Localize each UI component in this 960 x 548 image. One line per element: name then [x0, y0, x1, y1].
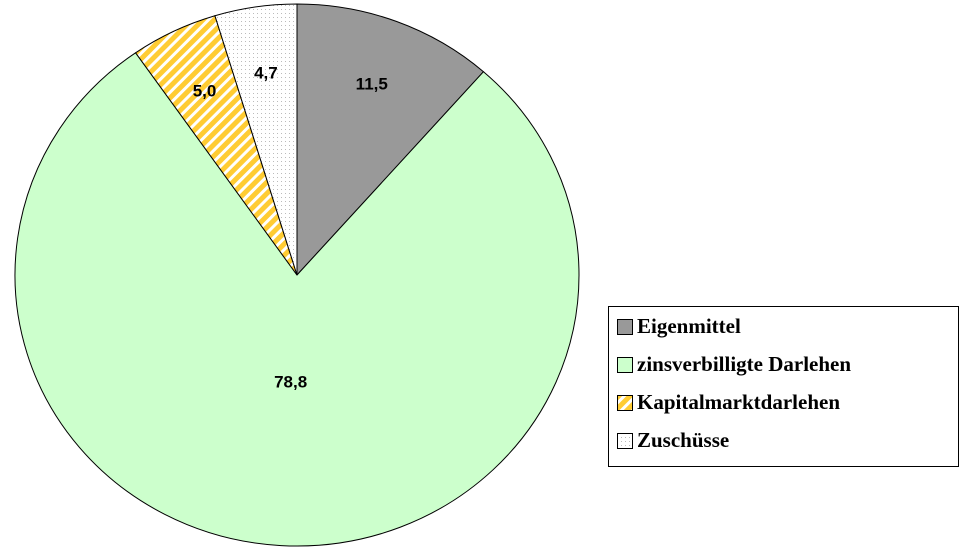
legend-label: zinsverbilligte Darlehen — [637, 352, 851, 376]
legend-swatch — [617, 433, 633, 449]
data-label: 5,0 — [193, 82, 217, 101]
legend-swatch — [617, 357, 633, 373]
legend-swatch — [617, 395, 633, 411]
legend-swatch — [617, 319, 633, 335]
legend-label: Eigenmittel — [637, 314, 741, 338]
legend-label: Zuschüsse — [637, 428, 729, 452]
legend-box — [608, 306, 959, 467]
pie-slice — [14, 52, 580, 547]
legend-label: Kapitalmarktdarlehen — [637, 390, 840, 414]
data-label: 11,5 — [356, 74, 388, 93]
pie-slice — [296, 3, 485, 277]
data-label: 4,7 — [254, 63, 278, 82]
pie-slice — [214, 3, 298, 276]
data-label: 78,8 — [274, 373, 307, 392]
